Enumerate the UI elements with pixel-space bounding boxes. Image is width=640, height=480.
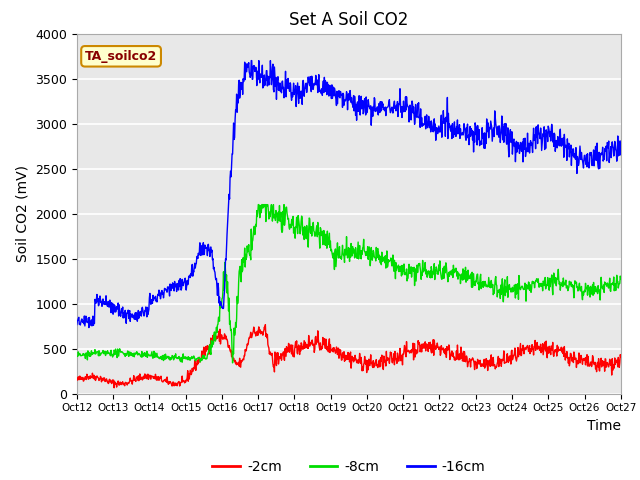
Legend: -2cm, -8cm, -16cm: -2cm, -8cm, -16cm bbox=[207, 455, 491, 480]
X-axis label: Time: Time bbox=[587, 419, 621, 433]
Text: TA_soilco2: TA_soilco2 bbox=[85, 50, 157, 63]
Title: Set A Soil CO2: Set A Soil CO2 bbox=[289, 11, 408, 29]
Y-axis label: Soil CO2 (mV): Soil CO2 (mV) bbox=[15, 165, 29, 262]
